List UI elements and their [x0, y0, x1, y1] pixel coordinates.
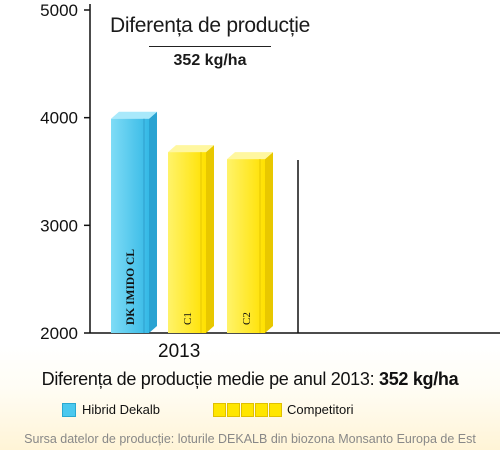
bar-2: C1: [168, 145, 214, 333]
bar-1: DK IMIDO CL: [111, 111, 157, 333]
summary-prefix: Diferența de producție medie pe anul 201…: [41, 369, 379, 389]
legend-swatch-blue: [62, 402, 76, 417]
legend-swatch-yellow: [213, 402, 283, 417]
chart-subtitle: 352 kg/ha: [173, 52, 247, 69]
bottom-band: [0, 345, 500, 450]
y-tick-label: 2000: [40, 324, 78, 343]
bar-chart: 5000 4000 3000 2000 DK IMIDO CL C1 C2: [40, 1, 500, 343]
bar-side: [265, 152, 273, 333]
title-divider: [149, 46, 271, 47]
summary-line: Diferența de producție medie pe anul 201…: [0, 369, 500, 390]
legend-label-hybrid: Hibrid Dekalb: [82, 402, 161, 417]
bar-category-label: C1: [182, 312, 194, 325]
bar-category-label: DK IMIDO CL: [125, 249, 137, 325]
source-note: Sursa datelor de producție: loturile DEK…: [24, 432, 476, 446]
x-group-label: 2013: [158, 341, 201, 362]
bar-side: [149, 111, 157, 333]
bar-side: [206, 145, 214, 333]
bar-front: [111, 118, 149, 333]
legend-label-competitors: Competitori: [287, 402, 354, 417]
bar-front: [227, 159, 265, 333]
y-tick-label: 3000: [40, 216, 78, 235]
chart-title-box: Diferența de producție 352 kg/ha: [105, 14, 315, 70]
legend-item-competitors: Competitori: [213, 402, 353, 417]
y-tick-label: 4000: [40, 109, 78, 128]
summary-value: 352 kg/ha: [378, 369, 459, 389]
bar-category-label: C2: [241, 312, 253, 325]
bar-top: [227, 152, 273, 160]
bar-3: C2: [227, 152, 273, 333]
legend: Hibrid Dekalb Competitori: [0, 402, 500, 422]
bar-top: [111, 111, 157, 119]
chart-title: Diferența de producție: [109, 14, 311, 37]
legend-item-hybrid: Hibrid Dekalb: [62, 402, 160, 417]
bar-top: [168, 145, 214, 153]
y-tick-label: 5000: [40, 1, 78, 20]
bar-front: [168, 152, 206, 333]
